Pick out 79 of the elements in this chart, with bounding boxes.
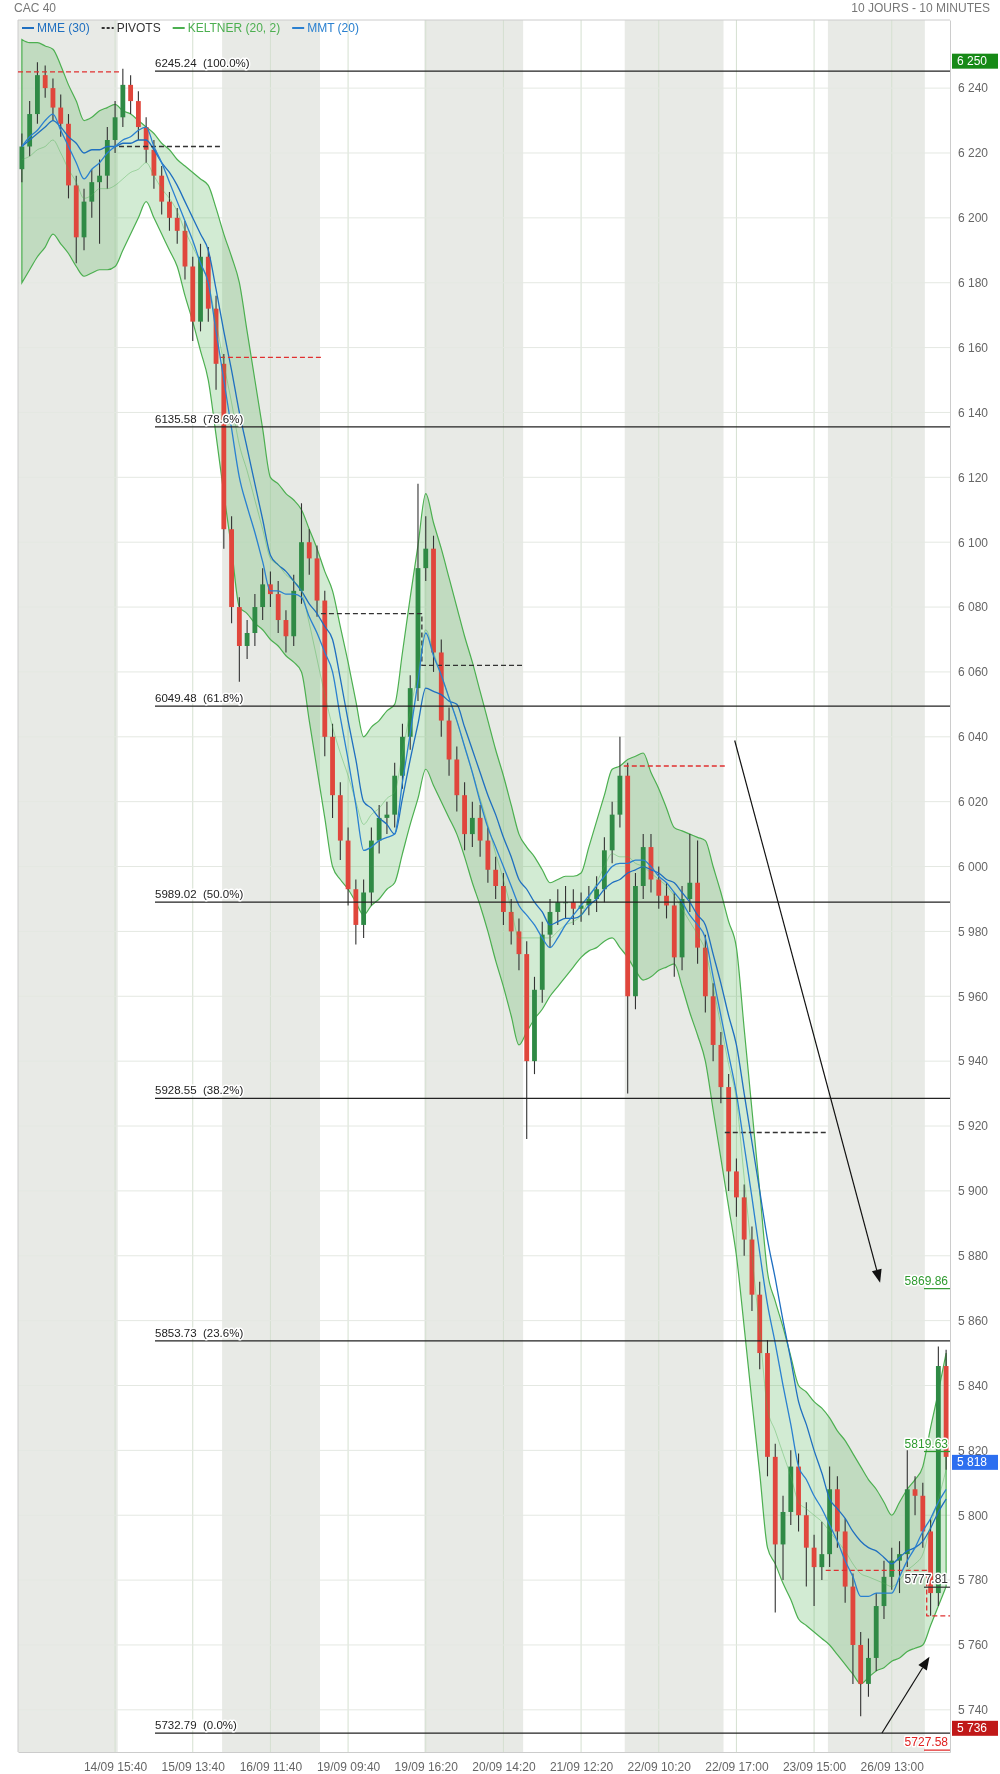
candlestick (897, 1540, 902, 1594)
candlestick (493, 856, 499, 900)
candlestick (89, 168, 95, 219)
ref-line-label: 5853.73 (23.6%) (155, 1326, 244, 1339)
x-tick-label: 14/09 15:40 (83, 1759, 148, 1774)
y2-tick-label: 6 250 (957, 54, 988, 69)
y-tick-label: 5 860 (958, 1313, 989, 1328)
y2-tick-label: 5 736 (957, 1721, 988, 1736)
y-tick-label: 5 920 (958, 1119, 989, 1134)
y-tick-label: 6 140 (958, 405, 989, 420)
candlestick (508, 898, 514, 945)
x-tick-label: 26/09 13:00 (860, 1759, 925, 1774)
legend-label: PIVOTS (116, 21, 161, 35)
candlestick (260, 567, 266, 621)
legend-label: MME (30) (37, 21, 90, 35)
ref-line-label: 5928.55 (38.2%) (155, 1084, 244, 1097)
y-tick-label: 5 900 (958, 1184, 989, 1199)
ref-line-label: 5732.79 (0.0%) (155, 1719, 238, 1732)
candlestick (819, 1521, 825, 1581)
y-tick-label: 6 000 (958, 859, 989, 874)
y-tick-label: 6 020 (958, 795, 989, 810)
candlestick (469, 801, 475, 848)
candlestick (423, 515, 429, 582)
y-tick-label: 5 960 (958, 989, 989, 1004)
candlestick (244, 619, 250, 660)
candlestick (174, 207, 180, 245)
y-tick-label: 6 160 (958, 340, 989, 355)
y-tick-label: 5 780 (958, 1573, 989, 1588)
candlestick (477, 804, 483, 858)
candlestick (687, 833, 693, 913)
y-tick-label: 5 740 (958, 1703, 989, 1718)
y-tick-label: 6 100 (958, 535, 989, 550)
x-tick-label: 19/09 09:40 (316, 1759, 381, 1774)
candlestick (97, 158, 102, 245)
y-tick-label: 6 120 (958, 470, 989, 485)
y-tick-label: 6 040 (958, 730, 989, 745)
x-tick-label: 19/09 16:20 (394, 1759, 459, 1774)
y-tick-label: 5 820 (958, 1443, 989, 1458)
candlestick (376, 804, 382, 855)
x-tick-label: 15/09 13:40 (161, 1759, 226, 1774)
ref-line-label: 6049.48 (61.8%) (155, 692, 244, 705)
y-tick-label: 6 240 (958, 81, 989, 96)
legend-label: MMT (20) (307, 21, 359, 35)
candlestick (570, 888, 576, 926)
candlestick (555, 888, 561, 926)
candlestick (128, 74, 134, 115)
x-tick-label: 23/09 15:00 (782, 1759, 847, 1774)
y-tick-label: 6 180 (958, 276, 989, 291)
y-tick-label: 5 760 (958, 1638, 989, 1653)
y-tick-label: 5 840 (958, 1378, 989, 1393)
y-tick-label: 5 800 (958, 1508, 989, 1523)
candlestick (656, 865, 662, 910)
x-tick-label: 21/09 12:20 (549, 1759, 614, 1774)
y-tick-label: 5 880 (958, 1249, 989, 1264)
ref-line-label: 5869.86 (904, 1273, 949, 1288)
x-tick-label: 22/09 10:20 (627, 1759, 692, 1774)
candlestick (58, 94, 64, 138)
x-tick-label: 16/09 11:40 (239, 1759, 303, 1774)
y-tick-label: 6 060 (958, 665, 989, 680)
x-tick-label: 22/09 17:00 (705, 1759, 769, 1774)
y-tick-label: 5 980 (958, 924, 989, 939)
y-tick-label: 6 080 (958, 600, 989, 615)
candlestick (306, 528, 312, 576)
y-tick-label: 5 940 (958, 1054, 989, 1069)
x-tick-label: 20/09 14:20 (472, 1759, 536, 1774)
y-tick-label: 6 220 (958, 146, 989, 161)
chart-title: CAC 40 (14, 1, 57, 15)
legend-label: KELTNER (20, 2) (187, 21, 281, 35)
ref-line-label: 5727.58 (904, 1735, 949, 1750)
candlestick (594, 875, 600, 913)
y2-tick-label: 5 818 (957, 1455, 988, 1470)
candlestick (19, 132, 25, 183)
ref-line-label: 5989.02 (50.0%) (155, 888, 244, 901)
ref-line-label: 6245.24 (100.0%) (155, 57, 250, 70)
chart-subtitle: 10 JOURS - 10 MINUTES (851, 1, 990, 15)
candlestick (167, 191, 172, 232)
y-tick-label: 6 200 (958, 211, 989, 226)
candlestick (912, 1475, 918, 1516)
candlestick (42, 64, 48, 99)
